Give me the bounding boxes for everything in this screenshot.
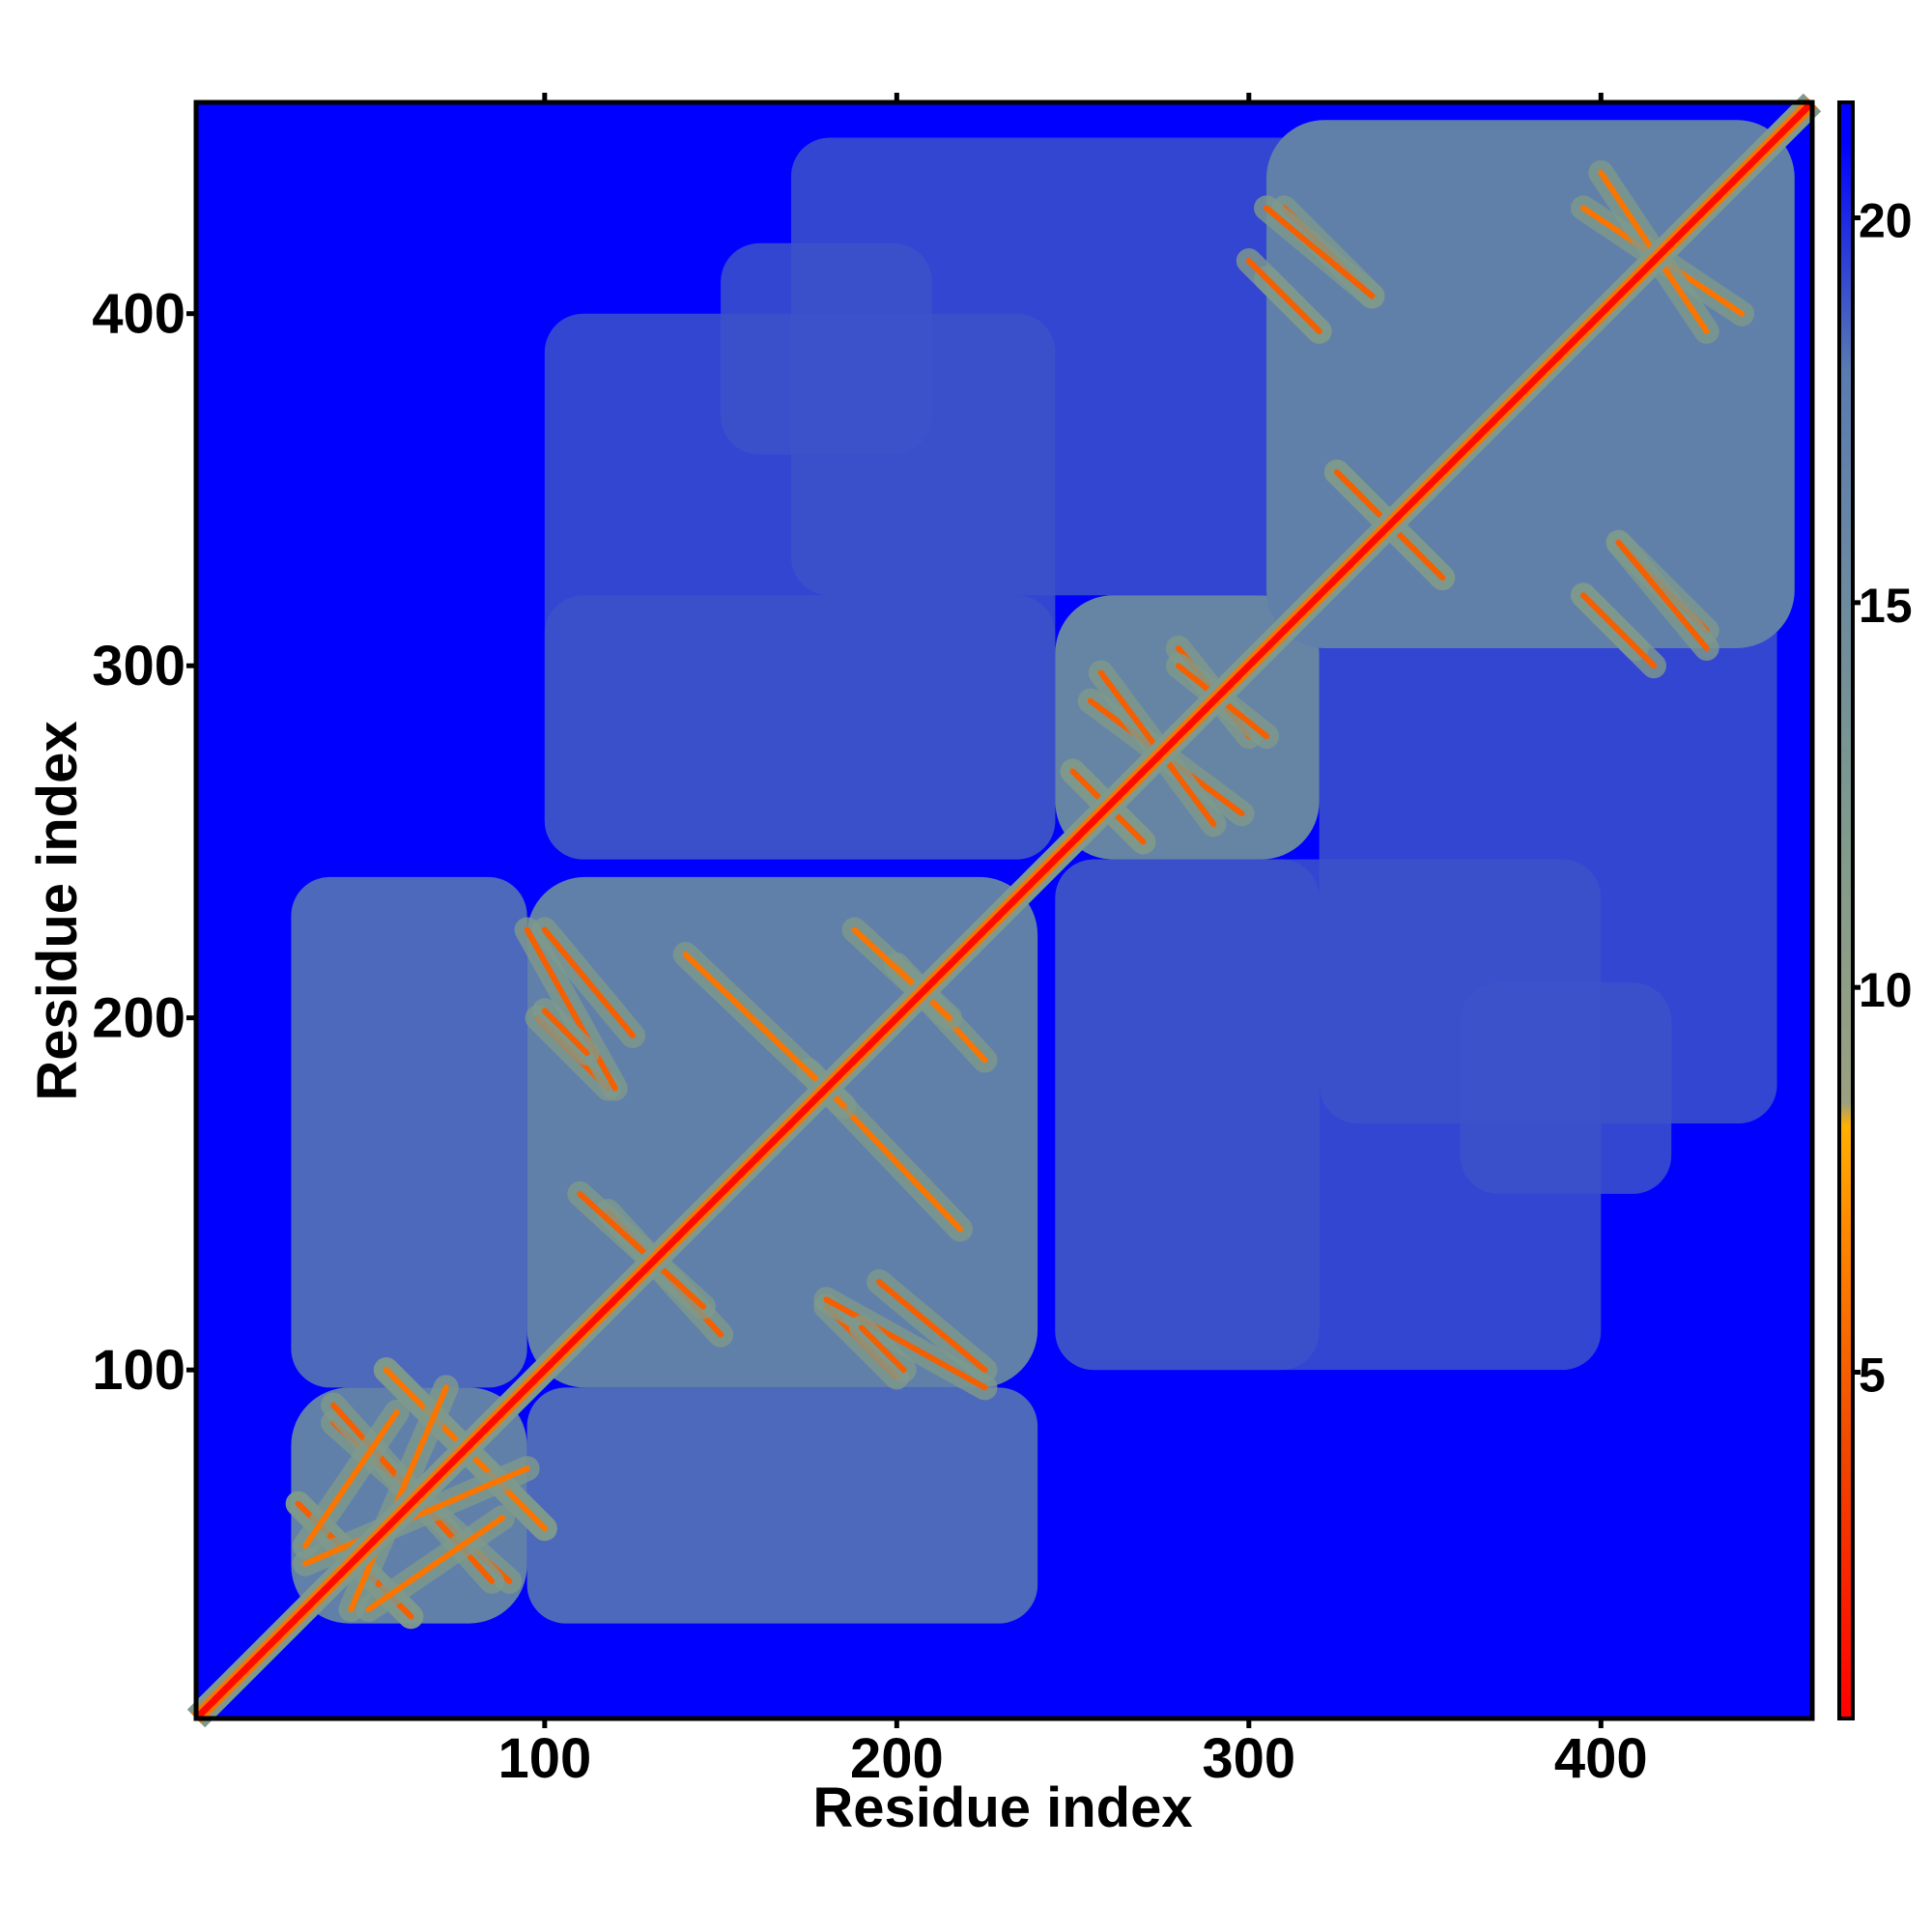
contact-line [524, 926, 618, 1092]
y-axis-ticks: 100 200 300 400 [92, 283, 196, 1402]
inter-domain-block [721, 242, 932, 455]
plot-frame [193, 99, 1815, 1721]
contact-line [1264, 205, 1376, 299]
contact-line [876, 1279, 988, 1374]
diagonal-band [193, 99, 1815, 1721]
y-tick-label: 400 [92, 283, 185, 346]
inter-domain-block [291, 876, 527, 1388]
y-tick-label: 100 [92, 1339, 185, 1402]
contact-line [1245, 258, 1322, 334]
x-tick-label: 400 [1554, 1727, 1648, 1790]
y-axis-title: Residue index [26, 721, 89, 1100]
inter-domain-block [1055, 859, 1602, 1371]
colorbar-tick-label: 10 [1859, 963, 1913, 1017]
colorbar-gradient [1839, 102, 1853, 1719]
contact-line [823, 1296, 988, 1391]
x-tick-label: 100 [497, 1727, 591, 1790]
y-tick-label: 200 [92, 987, 185, 1050]
colorbar-ticks: 5 10 15 20 [1853, 194, 1913, 1403]
x-axis-ticks: 100 200 300 400 [497, 93, 1648, 1790]
heatmap [186, 93, 1822, 1728]
contact-line [301, 1408, 400, 1549]
colorbar-frame [1837, 100, 1855, 1720]
y-tick-label: 300 [92, 635, 185, 697]
contact-line [577, 1190, 706, 1310]
contact-line [541, 926, 636, 1038]
contact-line [851, 926, 953, 1021]
colorbar-tick-label: 5 [1859, 1349, 1886, 1403]
contact-line [1580, 592, 1657, 669]
colorbar-tick-label: 15 [1859, 579, 1913, 633]
inter-domain-block [544, 313, 1056, 860]
contact-line [858, 1324, 907, 1374]
colorbar [1837, 100, 1855, 1720]
x-tick-label: 200 [850, 1727, 944, 1790]
x-tick-label: 300 [1202, 1727, 1295, 1790]
inter-domain-block [526, 1387, 1038, 1624]
contact-line [541, 1008, 590, 1057]
x-axis-title: Residue index [812, 1776, 1192, 1839]
inter-domain-block [1460, 982, 1672, 1194]
contact-line [365, 1515, 506, 1613]
contact-line [1615, 539, 1710, 651]
colorbar-tick-label: 20 [1859, 194, 1913, 248]
